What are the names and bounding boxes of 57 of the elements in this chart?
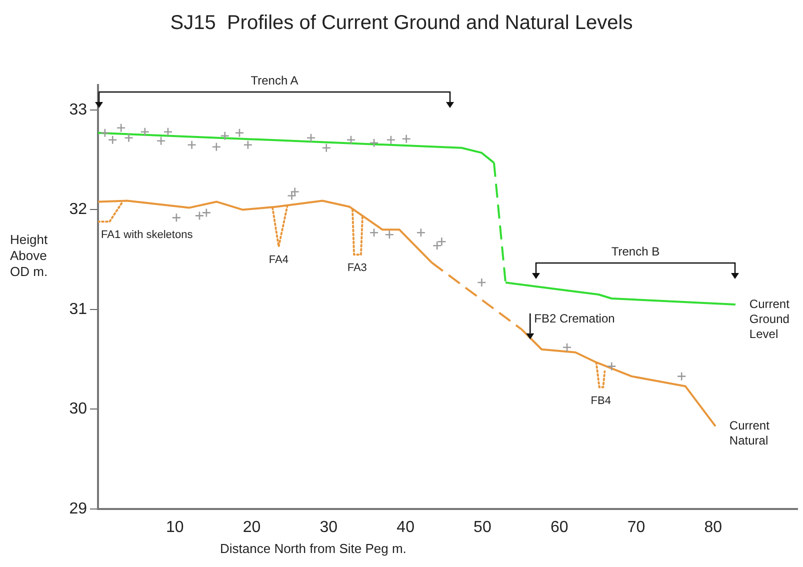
point [163,127,173,137]
annotation: Trench B [611,244,660,258]
y-tick-label: 30 [69,400,88,418]
point [416,228,426,238]
point [369,228,379,238]
point [562,342,572,352]
annotation: FA1 with skeletons [101,229,194,242]
point [172,213,182,222]
point [194,211,204,220]
annotation: FA4 [268,254,288,266]
point [322,143,332,152]
point [676,372,686,381]
annotation: FB4 [590,394,611,407]
y-tick-label: 29 [69,500,88,518]
point [287,191,296,200]
point [234,128,244,138]
x-tick-label: 60 [550,519,568,536]
annotation: FB2 Cremation [534,312,615,326]
point [386,135,396,145]
point [432,240,442,250]
x-tick-label: 80 [704,519,722,536]
x-tick-label: 20 [242,519,261,536]
point [243,140,253,150]
point [606,362,616,371]
y-tick-label: 31 [69,300,88,318]
x-tick-label: 40 [396,519,415,536]
series-label: Current Natural [729,418,770,448]
point [346,135,356,145]
x-tick-label: 30 [320,519,338,536]
point [156,136,166,146]
point [116,123,126,133]
x-tick-label: 50 [474,519,492,536]
y-tick-label: 33 [69,101,88,118]
point [202,208,212,218]
point [220,131,230,141]
point [108,135,118,145]
point [306,133,316,143]
x-tick-label: 70 [627,519,646,536]
chart-title: SJ15 Profiles of Current Ground and Natural Levels [169,12,634,35]
annotation: Trench A [250,73,298,88]
point [212,142,222,152]
series-label: Current Ground Level [749,296,790,341]
point [140,127,150,137]
point [384,230,394,240]
point [187,140,196,150]
point [100,128,110,138]
point [369,138,379,148]
x-axis-title: Distance North from Site Peg m. [220,541,406,556]
y-axis-title: Height Above OD m. [10,232,49,280]
point [402,134,411,144]
point [477,278,486,288]
point [124,133,134,143]
point [290,187,300,196]
x-tick-label: 10 [166,519,184,536]
point [437,236,446,246]
y-tick-label: 32 [69,201,88,218]
annotation: FA3 [347,262,367,274]
